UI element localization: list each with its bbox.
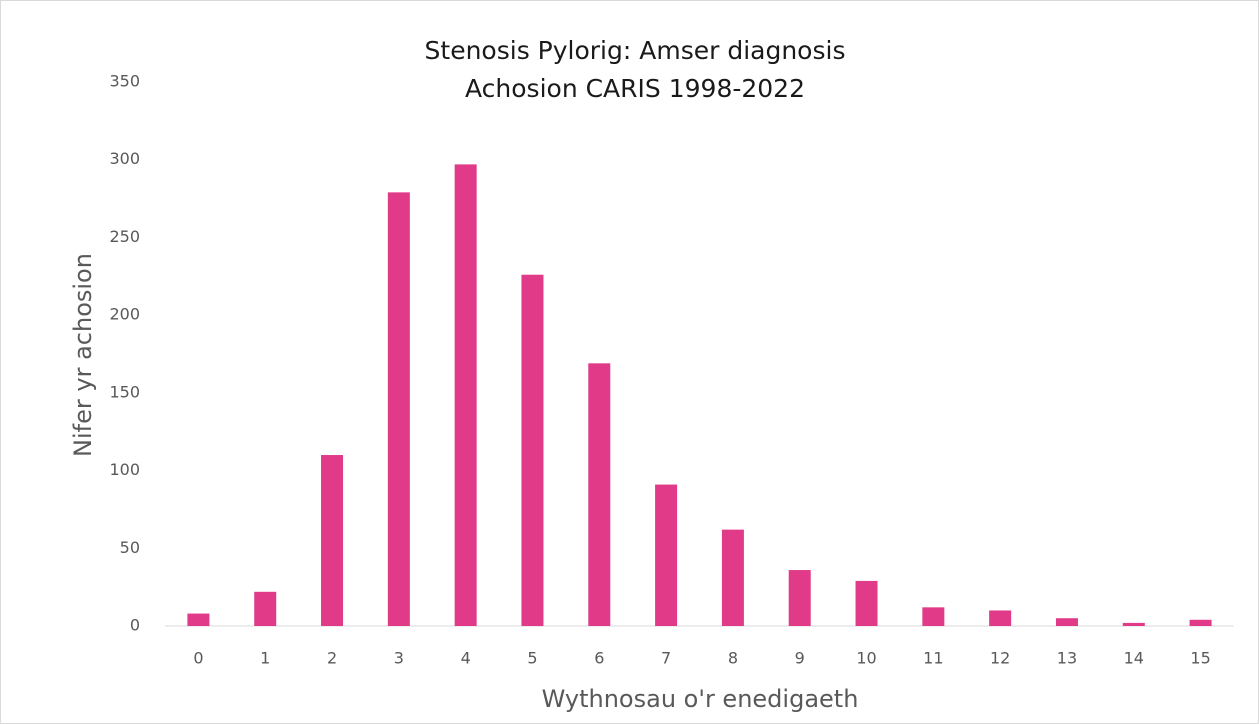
x-tick-label: 15 — [1190, 649, 1210, 668]
bar — [721, 529, 744, 626]
x-tick-label: 2 — [327, 649, 337, 668]
bar — [1055, 618, 1078, 626]
chart-title: Achosion CARIS 1998-2022 — [465, 74, 805, 103]
x-tick-label: 11 — [923, 649, 943, 668]
y-tick-label: 0 — [130, 616, 140, 635]
x-axis-title: Wythnosau o'r enedigaeth — [542, 685, 859, 713]
x-tick-label: 0 — [193, 649, 203, 668]
x-tick-label: 10 — [856, 649, 876, 668]
x-tick-label: 9 — [795, 649, 805, 668]
bar — [521, 274, 544, 626]
bar — [454, 164, 477, 626]
bar — [922, 607, 945, 626]
x-tick-label: 4 — [461, 649, 471, 668]
y-tick-label: 150 — [109, 382, 140, 401]
x-tick-label: 12 — [990, 649, 1010, 668]
y-tick-label: 200 — [109, 305, 140, 324]
chart-title: Stenosis Pylorig: Amser diagnosis — [425, 36, 846, 65]
x-tick-label: 6 — [594, 649, 604, 668]
y-tick-label: 250 — [109, 227, 140, 246]
bar — [855, 580, 878, 626]
bar — [1189, 619, 1212, 626]
bar — [321, 455, 344, 626]
y-tick-label: 100 — [109, 460, 140, 479]
bar — [187, 613, 210, 626]
bar — [1122, 622, 1145, 626]
bar — [655, 484, 678, 626]
x-tick-label: 14 — [1124, 649, 1144, 668]
bar — [254, 591, 277, 626]
x-tick-label: 7 — [661, 649, 671, 668]
y-axis-title: Nifer yr achosion — [69, 253, 97, 457]
y-tick-label: 50 — [120, 538, 140, 557]
y-tick-label: 300 — [109, 149, 140, 168]
bar — [788, 570, 811, 626]
y-tick-label: 350 — [109, 72, 140, 91]
bar — [387, 192, 410, 626]
x-tick-label: 3 — [394, 649, 404, 668]
x-tick-label: 8 — [728, 649, 738, 668]
x-tick-label: 1 — [260, 649, 270, 668]
bar — [989, 610, 1012, 626]
x-tick-label: 13 — [1057, 649, 1077, 668]
bar — [588, 363, 611, 626]
x-tick-label: 5 — [527, 649, 537, 668]
